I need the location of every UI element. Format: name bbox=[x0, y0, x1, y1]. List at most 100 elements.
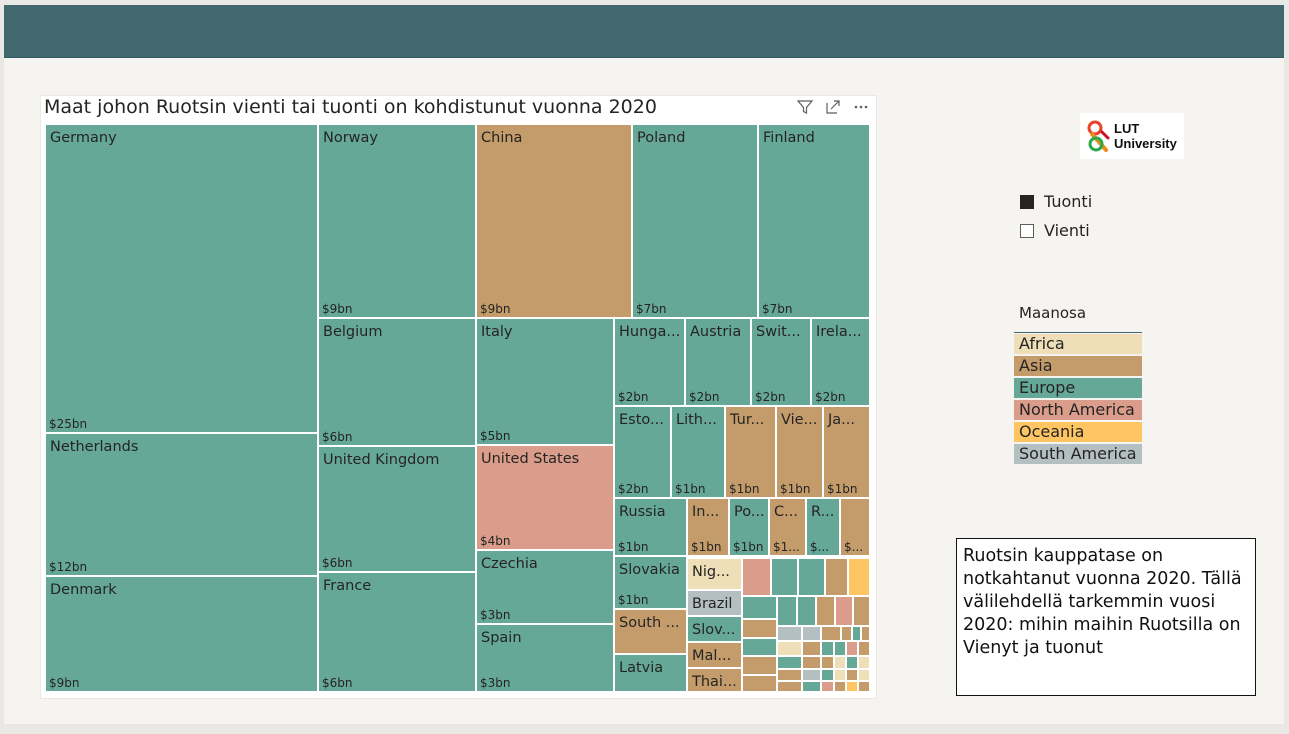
treemap-small-cell[interactable] bbox=[776, 668, 803, 682]
treemap-cell-netherlands[interactable]: Netherlands $12bn bbox=[44, 432, 319, 577]
treemap-cell-russia[interactable]: Russia $1bn bbox=[613, 497, 688, 557]
treemap-small-cell[interactable] bbox=[801, 668, 822, 682]
treemap-small-cell[interactable] bbox=[820, 625, 842, 642]
slicer-item-vienti[interactable]: Vienti bbox=[1020, 221, 1090, 240]
treemap-small-cell[interactable] bbox=[847, 557, 871, 597]
more-options-icon[interactable] bbox=[851, 99, 871, 117]
treemap-cell-nigeria[interactable]: Nig... bbox=[686, 557, 743, 591]
treemap-small-cell[interactable] bbox=[833, 680, 847, 693]
treemap-small-cell[interactable] bbox=[833, 640, 847, 657]
treemap-rect[interactable] bbox=[670, 405, 726, 499]
treemap-small-cell[interactable] bbox=[851, 625, 862, 642]
treemap-cell-in[interactable]: In... $1bn bbox=[686, 497, 730, 557]
treemap-rect[interactable] bbox=[44, 123, 319, 434]
treemap-cell-vietnam[interactable]: Vie... $1bn bbox=[775, 405, 824, 499]
treemap-rect[interactable] bbox=[44, 432, 319, 577]
treemap-rect[interactable] bbox=[317, 317, 477, 447]
treemap-small-cell[interactable] bbox=[801, 625, 822, 642]
treemap-small-cell[interactable] bbox=[776, 640, 803, 657]
treemap-small-cell[interactable] bbox=[776, 680, 803, 693]
treemap-small-cell[interactable] bbox=[845, 680, 859, 693]
treemap-cell-thailand[interactable]: Thai... bbox=[686, 667, 743, 693]
treemap-small-cell[interactable] bbox=[770, 557, 799, 597]
treemap-rect[interactable] bbox=[475, 317, 615, 446]
focus-mode-icon[interactable] bbox=[823, 99, 843, 117]
treemap-rect[interactable] bbox=[475, 123, 633, 319]
treemap-rect[interactable] bbox=[613, 555, 688, 610]
checkbox-checked-icon[interactable] bbox=[1020, 195, 1034, 209]
treemap-rect[interactable] bbox=[317, 571, 477, 693]
legend-item-north-america[interactable]: North America bbox=[1014, 400, 1142, 420]
treemap-rect[interactable] bbox=[317, 123, 477, 319]
slicer-item-tuonti[interactable]: Tuonti bbox=[1020, 192, 1092, 211]
treemap-small-cell[interactable] bbox=[833, 668, 847, 682]
treemap-cell-malaysia[interactable]: Mal... bbox=[686, 641, 743, 669]
treemap-rect[interactable] bbox=[613, 497, 688, 557]
treemap-cell-italy[interactable]: Italy $5bn bbox=[475, 317, 615, 446]
treemap-small-cell[interactable] bbox=[741, 618, 778, 639]
treemap-cell-china[interactable]: China $9bn bbox=[475, 123, 633, 319]
treemap-cell-belgium[interactable]: Belgium $6bn bbox=[317, 317, 477, 447]
treemap-rect[interactable] bbox=[613, 653, 688, 693]
legend-item-oceania[interactable]: Oceania bbox=[1014, 422, 1142, 442]
treemap-cell-turkey[interactable]: Tur... $1bn bbox=[724, 405, 777, 499]
treemap-rect[interactable] bbox=[475, 444, 615, 551]
treemap-rect[interactable] bbox=[475, 549, 615, 625]
treemap-cell-r[interactable]: R... $... bbox=[805, 497, 841, 557]
checkbox-unchecked-icon[interactable] bbox=[1020, 224, 1034, 238]
treemap-cell-france[interactable]: France $6bn bbox=[317, 571, 477, 693]
treemap-rect[interactable] bbox=[613, 317, 686, 407]
treemap-cell-austria[interactable]: Austria $2bn bbox=[684, 317, 752, 407]
treemap-rect[interactable] bbox=[805, 497, 841, 557]
treemap-small-cell[interactable] bbox=[833, 655, 847, 670]
treemap-cell-slovenia[interactable]: Slov... bbox=[686, 615, 743, 643]
treemap-small-cell[interactable] bbox=[845, 668, 859, 682]
treemap-small-cell[interactable] bbox=[741, 674, 778, 693]
treemap-cell-lithuania[interactable]: Lith... $1bn bbox=[670, 405, 726, 499]
treemap-cell-denmark[interactable]: Denmark $9bn bbox=[44, 575, 319, 693]
treemap-rect[interactable] bbox=[768, 497, 807, 557]
treemap-small-cell[interactable] bbox=[797, 557, 826, 597]
treemap-rect[interactable] bbox=[686, 667, 743, 693]
treemap-cell-germany[interactable]: Germany $25bn bbox=[44, 123, 319, 434]
treemap-small-cell[interactable] bbox=[834, 595, 854, 627]
treemap-rect[interactable] bbox=[44, 575, 319, 693]
treemap-rect[interactable] bbox=[822, 405, 871, 499]
treemap-small-cell[interactable] bbox=[801, 655, 822, 670]
treemap-cell-slovakia[interactable]: Slovakia $1bn bbox=[613, 555, 688, 610]
treemap-small-cell[interactable] bbox=[824, 557, 849, 597]
treemap-small-cell[interactable] bbox=[857, 680, 871, 693]
treemap-cell-latvia[interactable]: Latvia bbox=[613, 653, 688, 693]
treemap-small-cell[interactable] bbox=[741, 637, 778, 657]
treemap-small-cell[interactable] bbox=[860, 625, 871, 642]
treemap-rect[interactable] bbox=[613, 405, 672, 499]
treemap-small-cell[interactable] bbox=[801, 640, 822, 657]
treemap-cell-japan[interactable]: Ja... $1bn bbox=[822, 405, 871, 499]
treemap-small-cell[interactable] bbox=[820, 680, 835, 693]
treemap-rect[interactable] bbox=[728, 497, 770, 557]
treemap-cell-united-states[interactable]: United States $4bn bbox=[475, 444, 615, 551]
treemap-small-cell[interactable] bbox=[820, 640, 835, 657]
treemap-cell-south[interactable]: South ... bbox=[613, 608, 688, 655]
treemap-cell-finland[interactable]: Finland $7bn bbox=[757, 123, 871, 319]
treemap-small-cell[interactable] bbox=[857, 655, 871, 670]
treemap-rect[interactable] bbox=[317, 445, 477, 573]
treemap-cell-switzerland[interactable]: Swit... $2bn bbox=[750, 317, 812, 407]
treemap-small-cell[interactable] bbox=[815, 595, 836, 627]
treemap-small-cell[interactable] bbox=[741, 595, 778, 620]
treemap-small-cell[interactable] bbox=[796, 595, 817, 627]
treemap-small-cell[interactable] bbox=[741, 557, 772, 597]
treemap-rect[interactable] bbox=[475, 623, 615, 693]
treemap-cell-po[interactable]: Po... $1bn bbox=[728, 497, 770, 557]
treemap-rect[interactable] bbox=[631, 123, 759, 319]
treemap-cell-spain[interactable]: Spain $3bn bbox=[475, 623, 615, 693]
treemap-rect[interactable] bbox=[757, 123, 871, 319]
treemap-small-cell[interactable] bbox=[845, 640, 859, 657]
treemap-cell-c[interactable]: C... $1... bbox=[768, 497, 807, 557]
treemap-small-cell[interactable] bbox=[840, 625, 853, 642]
legend-item-europe[interactable]: Europe bbox=[1014, 378, 1142, 398]
treemap-cell-poland[interactable]: Poland $7bn bbox=[631, 123, 759, 319]
treemap-small-cell[interactable] bbox=[857, 640, 871, 657]
treemap-cell-hungary[interactable]: Hunga... $2bn bbox=[613, 317, 686, 407]
treemap-rect[interactable] bbox=[686, 589, 743, 617]
